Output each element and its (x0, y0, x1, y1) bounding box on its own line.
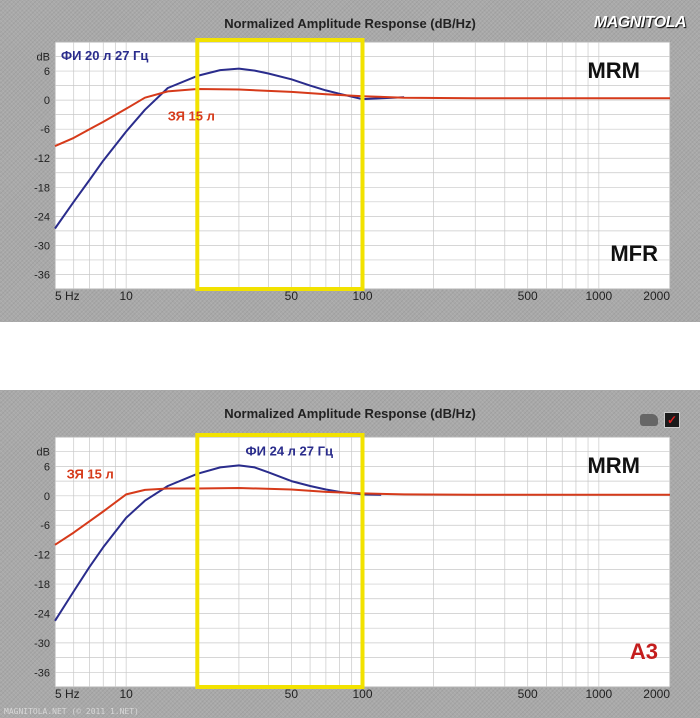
y-tick-label: -18 (34, 579, 50, 591)
y-tick-label: -6 (40, 520, 50, 532)
y-tick-label: -36 (34, 667, 50, 679)
highlight-box (195, 38, 365, 291)
y-tick-label: dB (37, 447, 50, 459)
y-tick-label: -18 (34, 182, 50, 194)
y-tick-label: 0 (44, 491, 50, 503)
series-label: ЗЯ 15 л (168, 108, 215, 123)
series-line (54, 67, 405, 230)
chart-svg-2: dB 6 0 -6 -12 -18 -24 -30 -36 5 Hz 10 50 100 500 1000 2… (34, 433, 671, 701)
checkbox-icon[interactable]: ✓ (664, 412, 680, 428)
y-tick-label: -36 (34, 269, 50, 281)
x-tick-label: 500 (518, 687, 538, 701)
series-line (54, 88, 670, 148)
y-tick-label: -6 (40, 124, 50, 136)
series-label: ФИ 24 л 27 Гц (246, 444, 333, 459)
badge-top: MRM (587, 453, 640, 478)
badge-bottom: MFR (610, 241, 658, 266)
chart-title: Normalized Amplitude Response (dB/Hz) (224, 406, 476, 421)
y-tick-label: -12 (34, 153, 50, 165)
y-tick-label: -30 (34, 240, 50, 252)
chart-panel-2: Normalized Amplitude Response (dB/Hz) ✓ … (0, 390, 700, 718)
y-tick-label: dB (37, 52, 50, 64)
chart-panel-1: Normalized Amplitude Response (dB/Hz) MA… (0, 0, 700, 322)
x-tick-label: 5 Hz (55, 687, 80, 701)
series-label: ФИ 20 л 27 Гц (61, 48, 148, 63)
x-tick-label: 100 (352, 687, 372, 701)
badge-bottom: А3 (630, 639, 658, 664)
x-tick-label: 2000 (643, 687, 670, 701)
x-tick-label: 1000 (585, 687, 612, 701)
grid (54, 41, 671, 290)
x-tick-label: 1000 (585, 289, 612, 303)
chart-title: Normalized Amplitude Response (dB/Hz) (224, 16, 476, 31)
y-tick-label: 6 (44, 66, 50, 78)
y-tick-label: -24 (34, 211, 50, 223)
x-tick-label: 50 (285, 289, 299, 303)
magazine-logo: MAGNITOLA (593, 14, 687, 31)
y-tick-label: 6 (44, 461, 50, 473)
highlight-box (195, 433, 365, 689)
badge-top: MRM (587, 58, 640, 83)
y-tick-label: -30 (34, 638, 50, 650)
settings-icon[interactable] (640, 414, 658, 426)
y-tick-label: -24 (34, 608, 50, 620)
series-line (54, 464, 382, 622)
y-tick-label: -12 (34, 550, 50, 562)
x-tick-label: 5 Hz (55, 289, 80, 303)
window-icons: ✓ (640, 412, 680, 428)
chart-svg-1: dB 6 0 -6 -12 -18 -24 -30 -36 5 Hz 10 50 100 500 1000 2… (34, 38, 671, 303)
x-tick-label: 2000 (643, 289, 670, 303)
series-line (54, 487, 670, 546)
y-tick-label: 0 (44, 95, 50, 107)
x-tick-label: 10 (119, 289, 133, 303)
series-label: ЗЯ 15 л (67, 467, 114, 482)
x-tick-label: 10 (119, 687, 133, 701)
x-tick-label: 100 (352, 289, 372, 303)
x-tick-label: 500 (518, 289, 538, 303)
x-tick-label: 50 (285, 687, 299, 701)
watermark: MAGNITOLA.NET (© 2011 1.NET) (4, 707, 139, 716)
